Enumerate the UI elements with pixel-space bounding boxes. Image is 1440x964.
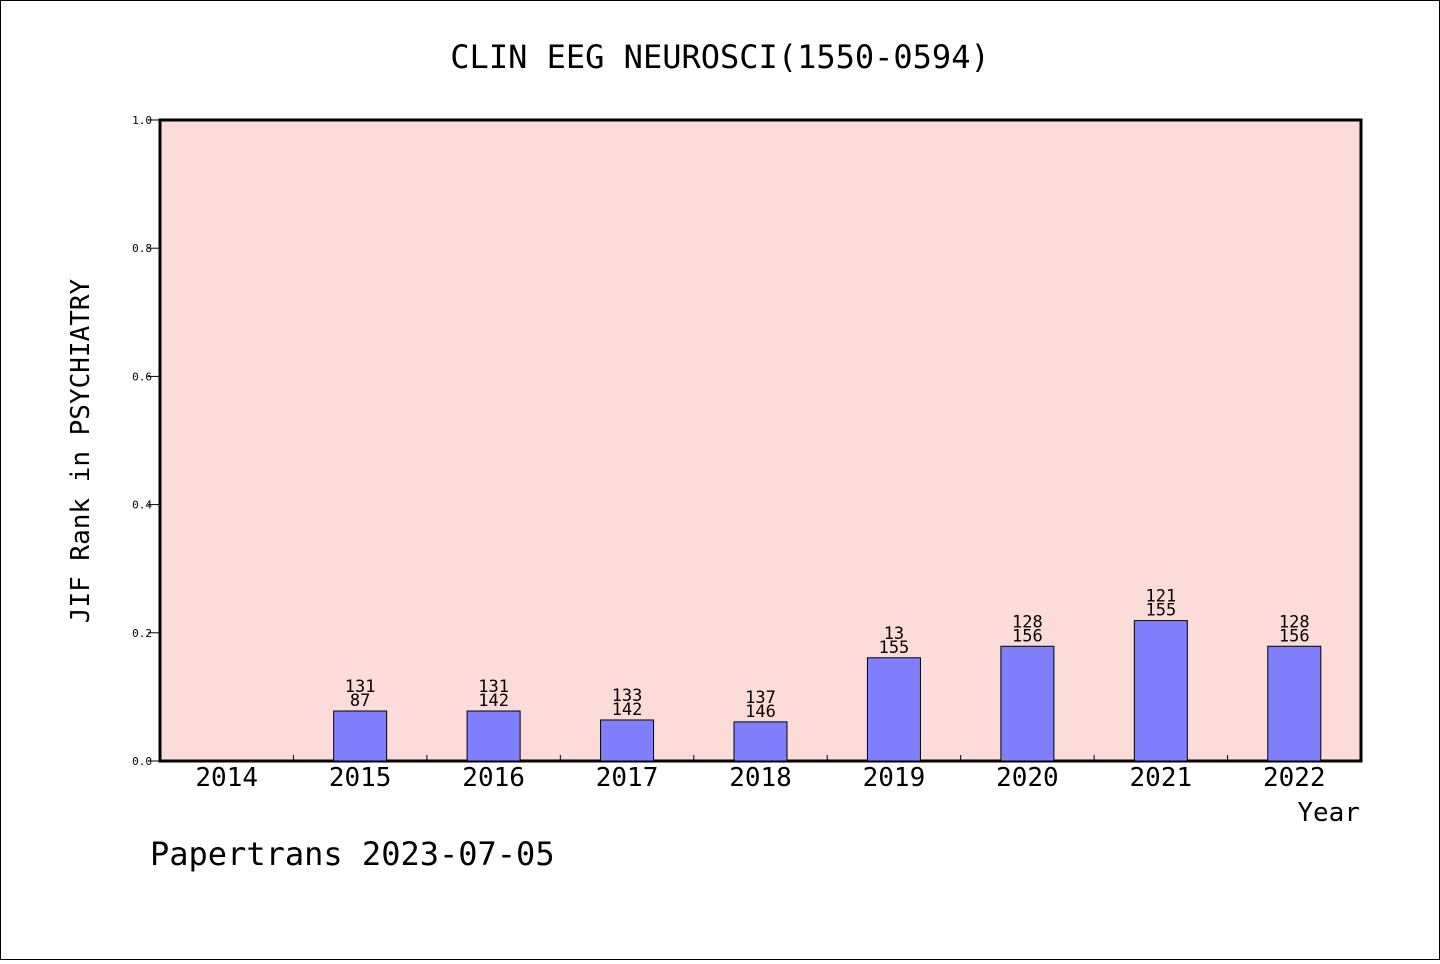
bar-label-rank: 133	[612, 686, 643, 706]
bar	[1267, 645, 1322, 762]
bars	[333, 620, 1322, 762]
bar	[1000, 645, 1055, 762]
bar	[466, 710, 521, 762]
x-tick-label: 2015	[329, 763, 392, 793]
bar-label-rank: 131	[345, 677, 376, 697]
bar-label-rank: 131	[478, 677, 509, 697]
bar-label-total: 142	[612, 700, 643, 720]
bar	[733, 721, 788, 762]
y-tick-label: 0.0	[132, 755, 152, 768]
x-tick-label: 2020	[996, 763, 1059, 793]
bar-label-total: 155	[1145, 601, 1176, 621]
bar-label-rank: 128	[1279, 612, 1310, 632]
bar-label-total: 155	[879, 638, 910, 658]
x-tick-label: 2017	[596, 763, 659, 793]
bar-label-rank: 13	[884, 624, 904, 644]
x-tick-label: 2016	[462, 763, 525, 793]
y-axis-title: JIF Rank in PSYCHIATRY	[66, 278, 96, 623]
y-tick-label: 0.8	[132, 242, 152, 255]
y-tick-label: 0.6	[132, 370, 152, 383]
y-axis: 0.0 0.2 0.4 0.6 0.8 1.0	[132, 114, 160, 768]
x-axis-title: Year	[1297, 798, 1360, 828]
bar-label-total: 156	[1279, 626, 1310, 646]
y-tick-label: 0.2	[132, 627, 152, 640]
x-tick-label: 2018	[729, 763, 792, 793]
bar	[1133, 620, 1188, 762]
footer-text: Papertrans 2023-07-05	[150, 835, 555, 873]
x-tick-label: 2021	[1130, 763, 1193, 793]
x-tick-label: 2014	[195, 763, 258, 793]
bar-label-total: 87	[350, 691, 370, 711]
chart-title: CLIN EEG NEUROSCI(1550-0594)	[450, 38, 989, 76]
bar	[333, 710, 388, 762]
x-tick-label: 2019	[863, 763, 926, 793]
bar-label-rank: 121	[1145, 587, 1176, 607]
bar	[600, 719, 655, 762]
x-axis: 2014 2015 2016 2017 2018 2019 2020 2021 2022	[195, 755, 1326, 793]
bar	[866, 657, 921, 762]
bar-label-total: 146	[745, 702, 776, 722]
x-tick-label: 2022	[1263, 763, 1326, 793]
bar-label-total: 142	[478, 691, 509, 711]
bar-label-rank: 128	[1012, 612, 1043, 632]
y-tick-label: 0.4	[132, 499, 152, 512]
bar-label-rank: 137	[745, 688, 776, 708]
bar-label-total: 156	[1012, 626, 1043, 646]
y-tick-label: 1.0	[132, 114, 152, 127]
